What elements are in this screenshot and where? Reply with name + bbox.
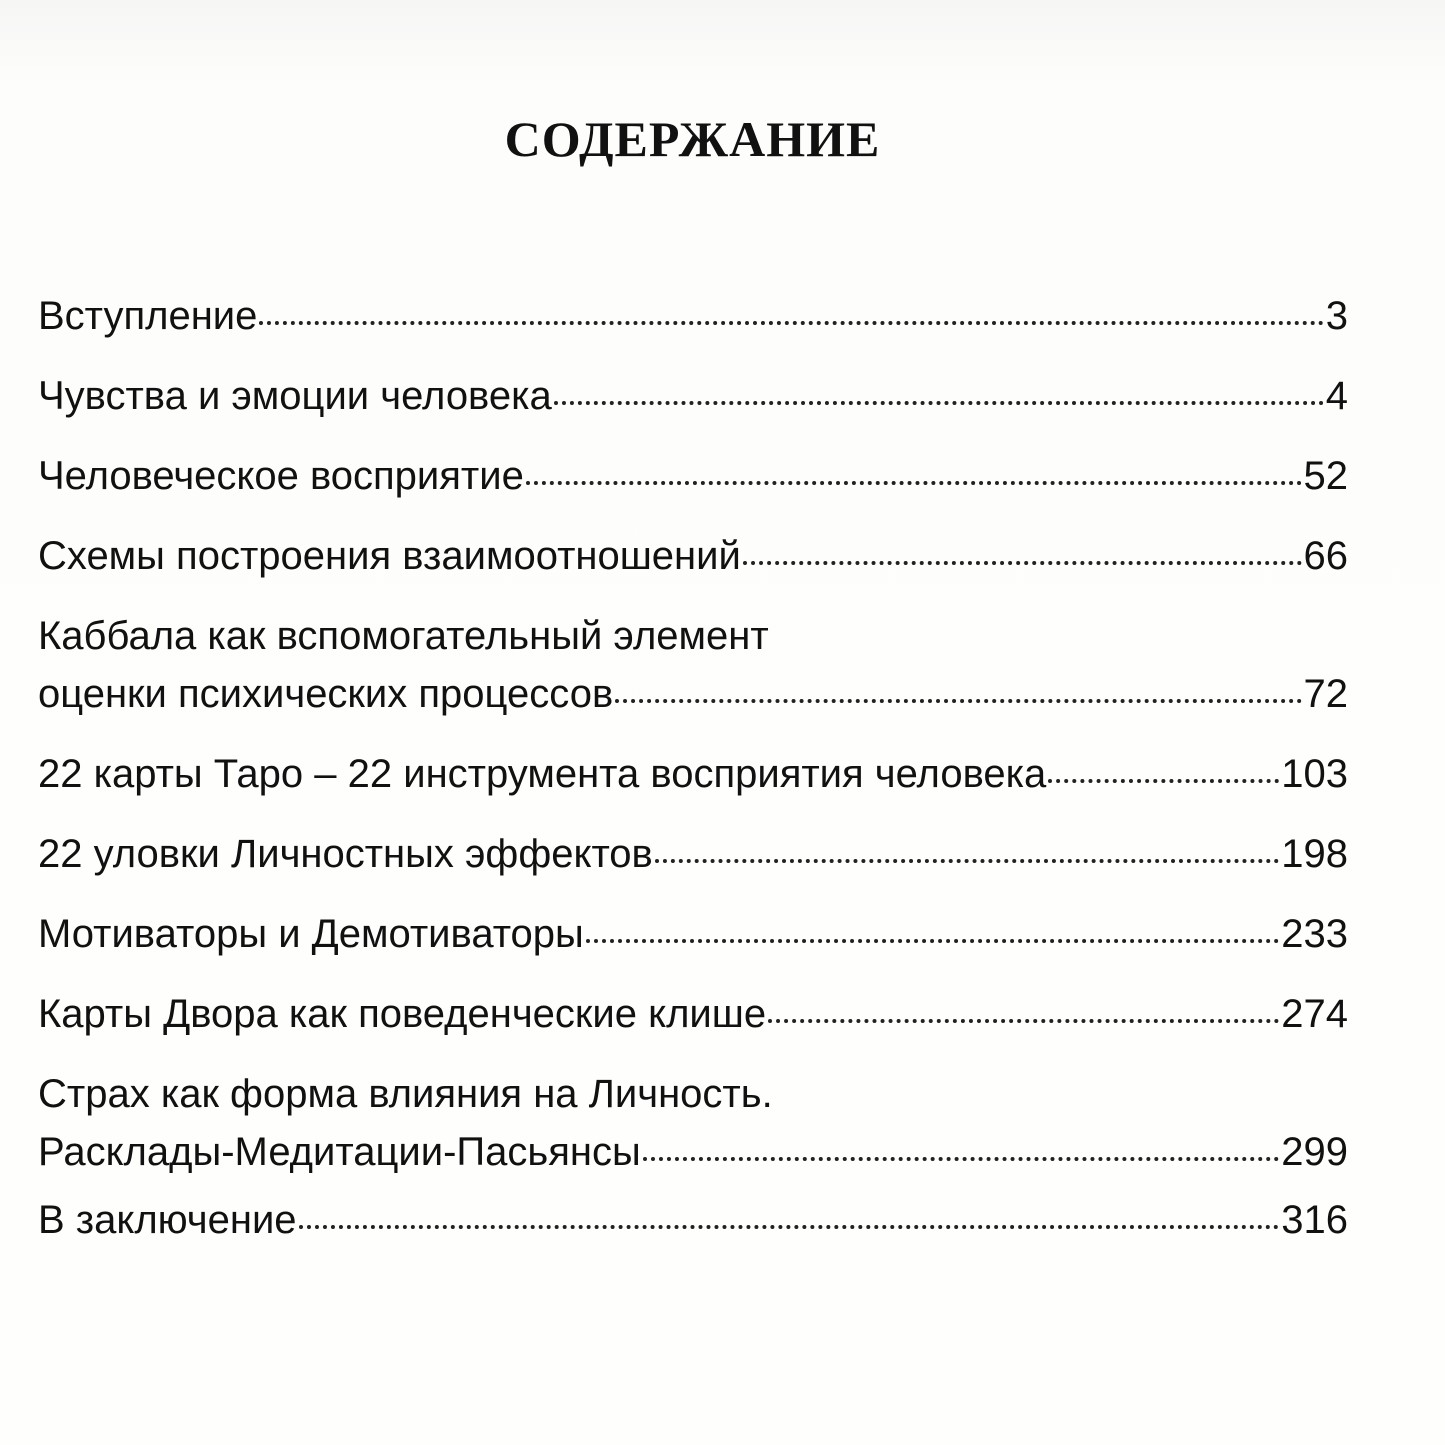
dot-leader — [553, 401, 1324, 405]
toc-entry: Расклады-Медитации-Пасьянсы 299 — [38, 1128, 1348, 1176]
page-number: 3 — [1325, 294, 1348, 338]
page-number: 103 — [1281, 752, 1348, 796]
page-number: 72 — [1303, 672, 1349, 716]
toc-entry: 22 уловки Личностных эффектов 198 — [38, 830, 1348, 878]
dot-leader — [642, 1157, 1280, 1161]
toc-entry: Вступление 3 — [38, 292, 1348, 340]
entry-text: В заключение — [38, 1198, 297, 1242]
entry-text: 22 уловки Личностных эффектов — [38, 832, 653, 876]
entry-text: Расклады-Медитации-Пасьянсы — [38, 1130, 641, 1174]
dot-leader — [259, 321, 1324, 325]
entry-text: Каббала как вспомогательный элемент — [38, 614, 769, 658]
toc-entry: В заключение 316 — [38, 1196, 1348, 1244]
entry-text: Карты Двора как поведенческие клише — [38, 992, 767, 1036]
page-number: 66 — [1303, 534, 1349, 578]
dot-leader — [768, 1019, 1280, 1023]
toc-entry: оценки психических процессов 72 — [38, 670, 1348, 718]
entry-text: Вступление — [38, 294, 258, 338]
toc-entry: Человеческое восприятие 52 — [38, 452, 1348, 500]
entry-text: Мотиваторы и Демотиваторы — [38, 912, 584, 956]
page-number: 52 — [1303, 454, 1349, 498]
entry-text: Страх как форма влияния на Личность. — [38, 1072, 773, 1116]
page-number: 316 — [1281, 1198, 1348, 1242]
entry-text: 22 карты Таро – 22 инструмента восприяти… — [38, 752, 1047, 796]
toc-entry-line: Каббала как вспомогательный элемент — [38, 612, 1348, 660]
entry-text: Схемы построения взаимоотношений — [38, 534, 741, 578]
dot-leader — [615, 699, 1302, 703]
entry-text: оценки психических процессов — [38, 672, 614, 716]
toc-entry: Чувства и эмоции человека 4 — [38, 372, 1348, 420]
entry-text: Чувства и эмоции человека — [38, 374, 552, 418]
page-number: 233 — [1281, 912, 1348, 956]
page-number: 274 — [1281, 992, 1348, 1036]
toc-entry: Схемы построения взаимоотношений 66 — [38, 532, 1348, 580]
dot-leader — [742, 561, 1302, 565]
page-number: 4 — [1325, 374, 1348, 418]
page-number: 198 — [1281, 832, 1348, 876]
toc-entry-line: Страх как форма влияния на Личность. — [38, 1070, 1348, 1118]
dot-leader — [654, 859, 1280, 863]
toc-entry: Карты Двора как поведенческие клише 274 — [38, 990, 1348, 1038]
dot-leader — [1048, 779, 1280, 783]
page-number: 299 — [1281, 1130, 1348, 1174]
toc-entry: Мотиваторы и Демотиваторы 233 — [38, 910, 1348, 958]
toc-entry: 22 карты Таро – 22 инструмента восприяти… — [38, 750, 1348, 798]
entry-text: Человеческое восприятие — [38, 454, 524, 498]
dot-leader — [585, 939, 1280, 943]
dot-leader — [525, 481, 1302, 485]
toc-title: СОДЕРЖАНИЕ — [504, 111, 881, 167]
dot-leader — [298, 1225, 1280, 1229]
